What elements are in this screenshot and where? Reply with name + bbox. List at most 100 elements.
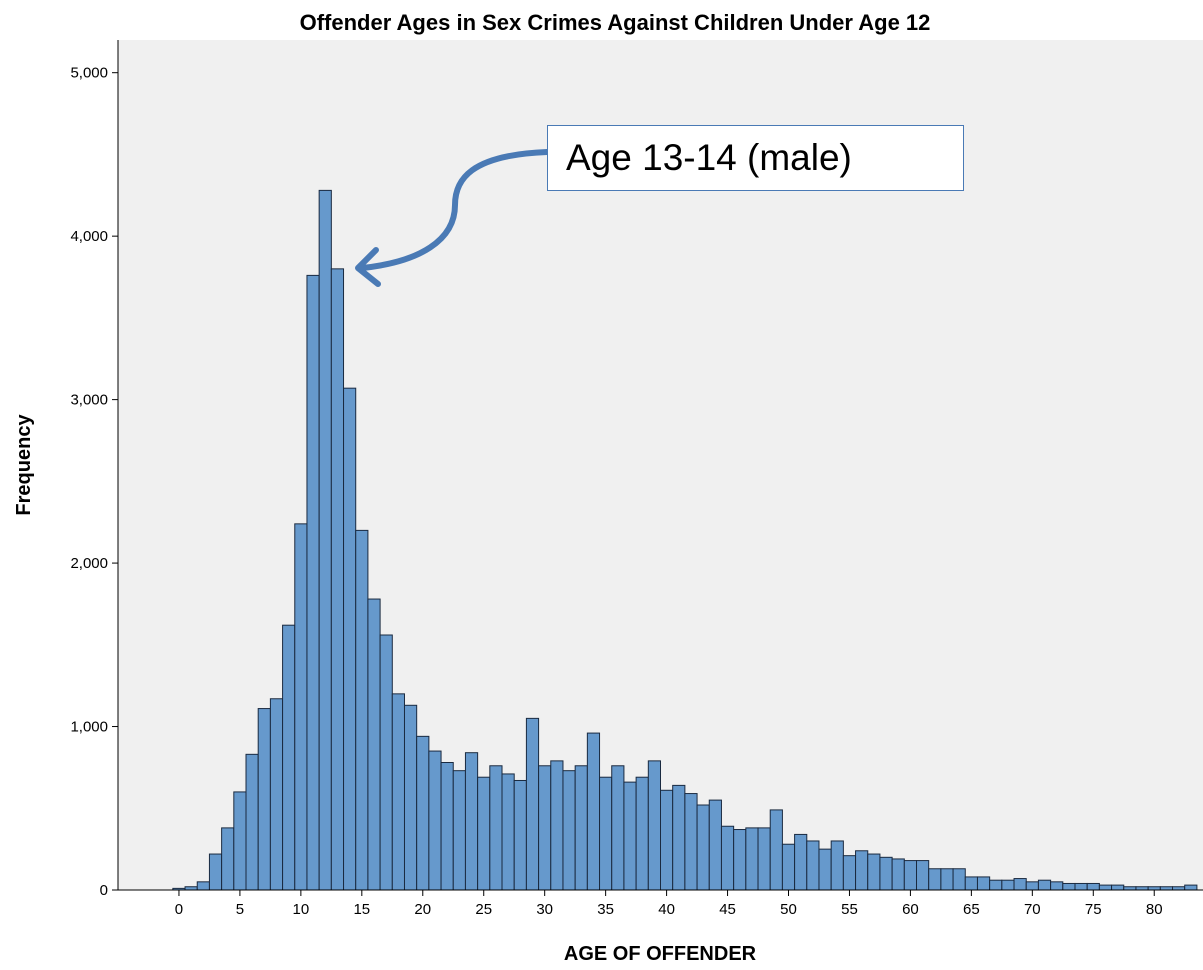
- histogram-bar: [318, 189, 332, 891]
- histogram-bar: [842, 855, 857, 891]
- histogram-bar: [769, 809, 783, 891]
- x-tick-label: 20: [414, 901, 431, 918]
- histogram-bar: [940, 868, 954, 891]
- histogram-bar: [660, 789, 674, 891]
- histogram-bar: [489, 765, 503, 891]
- x-tick-label: 35: [597, 901, 614, 918]
- histogram-bar: [562, 770, 576, 891]
- histogram-bar: [208, 853, 223, 891]
- y-axis-title: Frequency: [13, 414, 35, 516]
- x-tick-label: 60: [902, 901, 919, 918]
- histogram-bar: [611, 765, 625, 891]
- histogram-bar: [903, 860, 918, 891]
- histogram-bar: [1098, 884, 1113, 891]
- histogram-bar: [196, 881, 210, 891]
- histogram-bar: [1184, 884, 1198, 891]
- histogram-bar: [367, 598, 381, 891]
- histogram-bar: [1062, 882, 1076, 891]
- y-axis-ticks: 0 1,000 2,000 3,000 4,000 5,000: [70, 65, 118, 899]
- y-tick-label: 2,000: [70, 555, 108, 572]
- annotation-arrowhead: [355, 247, 381, 287]
- histogram-bar: [830, 840, 844, 891]
- bars-group: [172, 189, 1198, 891]
- histogram-bar: [379, 634, 393, 891]
- x-tick-label: 0: [175, 901, 183, 918]
- annotation-arrow: [359, 149, 550, 271]
- y-tick-label: 3,000: [70, 392, 108, 409]
- histogram-bar: [867, 853, 881, 891]
- histogram-bar: [586, 732, 601, 891]
- y-tick-label: 1,000: [70, 719, 108, 736]
- histogram-bar: [428, 750, 442, 891]
- histogram-bar: [855, 850, 869, 891]
- x-tick-label: 55: [841, 901, 858, 918]
- y-tick-label: 0: [100, 882, 108, 899]
- histogram-bar: [672, 784, 686, 891]
- histogram-bar: [818, 848, 832, 891]
- histogram-bar: [391, 693, 405, 891]
- histogram-bar: [647, 760, 661, 891]
- y-tick-label: 4,000: [70, 228, 108, 245]
- histogram-bar: [696, 804, 710, 891]
- histogram-bar: [257, 708, 271, 891]
- histogram-bar: [477, 776, 491, 891]
- histogram-bar: [355, 529, 369, 891]
- histogram-bar: [757, 827, 771, 891]
- histogram-bar: [403, 704, 418, 891]
- histogram-bar: [294, 523, 308, 891]
- histogram-bar: [976, 876, 991, 891]
- histogram-bar: [1037, 879, 1052, 891]
- histogram-bar: [1086, 882, 1100, 891]
- histogram-bar: [635, 776, 649, 891]
- histogram-bar: [513, 779, 527, 891]
- histogram-bar: [1013, 878, 1027, 891]
- x-axis-ticks: 0 5 10 15 20 25 30 35 40 45 50 55 60 65 70 75 80: [175, 890, 1163, 918]
- histogram-bar: [464, 752, 479, 891]
- x-tick-label: 65: [963, 901, 980, 918]
- histogram-bar: [891, 858, 905, 891]
- histogram-bar: [282, 624, 296, 891]
- histogram-bar: [964, 876, 978, 891]
- x-tick-label: 5: [236, 901, 244, 918]
- x-tick-label: 70: [1024, 901, 1041, 918]
- histogram-bar: [745, 827, 759, 891]
- histogram-bar: [1001, 879, 1015, 891]
- x-tick-label: 10: [293, 901, 310, 918]
- histogram-bar: [269, 698, 284, 891]
- x-tick-label: 45: [719, 901, 736, 918]
- histogram-bar: [708, 799, 722, 891]
- histogram-bar: [928, 868, 942, 891]
- histogram-bar: [233, 791, 247, 891]
- histogram-bar: [733, 829, 747, 891]
- x-tick-label: 15: [353, 901, 370, 918]
- x-tick-label: 30: [536, 901, 553, 918]
- histogram-bar: [599, 776, 613, 891]
- histogram-bar: [1025, 881, 1039, 891]
- histogram-bar: [623, 781, 637, 891]
- histogram-bar: [343, 387, 357, 891]
- histogram-bar: [989, 879, 1003, 891]
- histogram-bar: [538, 765, 552, 891]
- histogram-bar: [452, 770, 466, 891]
- x-tick-label: 50: [780, 901, 797, 918]
- histogram-bar: [306, 274, 320, 891]
- histogram-bar: [794, 833, 808, 891]
- histogram-bar: [330, 268, 345, 891]
- histogram-bar: [525, 717, 540, 891]
- histogram-bar: [245, 753, 259, 891]
- histogram-bar: [501, 773, 515, 891]
- histogram-bar: [806, 840, 820, 891]
- histogram-bar: [1074, 882, 1088, 891]
- histogram-bar: [574, 765, 588, 891]
- histogram-bar: [1050, 881, 1064, 891]
- x-tick-label: 75: [1085, 901, 1102, 918]
- histogram-bar: [952, 868, 966, 891]
- histogram-bar: [221, 827, 235, 891]
- histogram-bar: [781, 843, 796, 891]
- y-tick-label: 5,000: [70, 65, 108, 82]
- x-tick-label: 80: [1146, 901, 1163, 918]
- histogram-bar: [720, 825, 735, 891]
- histogram-bar: [684, 793, 698, 891]
- x-tick-label: 40: [658, 901, 675, 918]
- histogram-bar: [440, 762, 454, 891]
